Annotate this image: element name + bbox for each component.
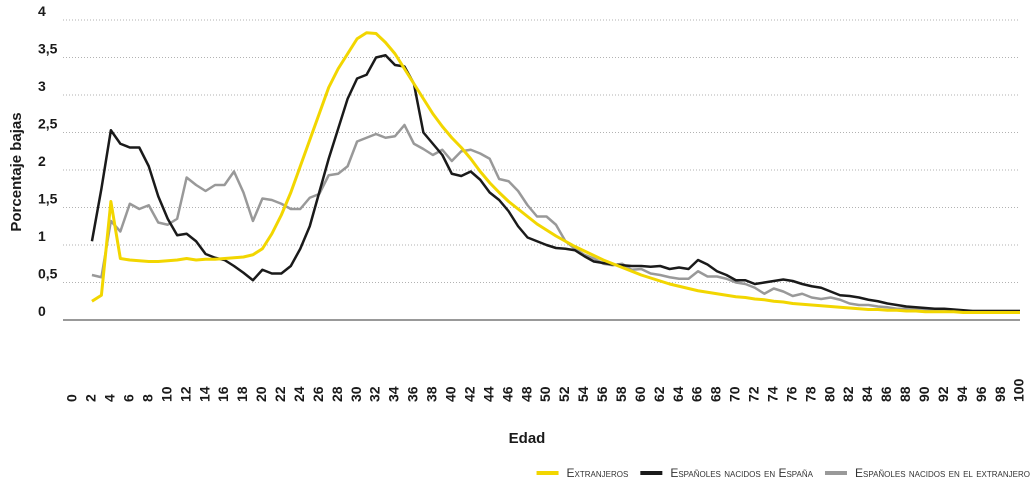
series-line (91, 123, 1020, 313)
x-tick-label: 46 (499, 386, 515, 402)
x-tick-label: 86 (878, 386, 894, 402)
x-tick-label: 94 (954, 386, 970, 402)
x-tick-label: 10 (158, 386, 174, 402)
x-tick-label: 62 (651, 386, 667, 402)
x-tick-label: 48 (518, 386, 534, 402)
x-tick-label: 42 (461, 386, 477, 402)
x-tick-label: 82 (840, 386, 856, 402)
x-tick-label: 98 (992, 386, 1008, 402)
x-tick-label: 76 (783, 386, 799, 402)
y-tick-label: 1,5 (38, 191, 58, 207)
x-tick-label: 30 (348, 386, 364, 402)
x-tick-label: 8 (139, 394, 155, 402)
x-axis-title: Edad (509, 430, 546, 447)
x-tick-label: 100 (1011, 378, 1027, 402)
x-tick-label: 6 (121, 394, 137, 402)
x-tick-label: 0 (64, 394, 80, 402)
y-tick-label: 2 (38, 153, 46, 169)
x-tick-label: 38 (424, 386, 440, 402)
y-tick-label: 3,5 (38, 41, 58, 57)
series-line (90, 54, 1020, 313)
x-tick-label: 96 (973, 386, 989, 402)
x-tick-label: 68 (708, 386, 724, 402)
x-tick-label: 26 (310, 386, 326, 402)
x-tick-label: 22 (272, 386, 288, 402)
series-line (91, 31, 1020, 314)
legend-label: Españoles nacidos en España (670, 466, 813, 480)
y-tick-label: 1 (38, 228, 46, 244)
y-tick-label: 0 (38, 303, 46, 319)
legend-label: Extranjeros (567, 466, 629, 480)
x-tick-label: 80 (821, 386, 837, 402)
legend-label: Españoles nacidos en el extranjero (855, 466, 1030, 480)
x-tick-label: 70 (727, 386, 743, 402)
y-tick-label: 4 (38, 3, 46, 19)
x-tick-label: 92 (935, 386, 951, 402)
x-tick-label: 40 (443, 386, 459, 402)
x-tick-label: 58 (613, 386, 629, 402)
x-tick-label: 52 (556, 386, 572, 402)
y-tick-label: 2,5 (38, 116, 58, 132)
x-tick-label: 84 (859, 386, 875, 402)
x-tick-label: 90 (916, 386, 932, 402)
x-tick-label: 56 (594, 386, 610, 402)
x-tick-label: 12 (177, 386, 193, 402)
y-tick-label: 3 (38, 78, 46, 94)
y-tick-label: 0,5 (38, 266, 58, 282)
x-tick-label: 74 (764, 386, 780, 402)
x-tick-label: 4 (102, 394, 118, 402)
x-tick-label: 54 (575, 386, 591, 402)
x-tick-label: 88 (897, 386, 913, 402)
x-tick-label: 44 (480, 386, 496, 402)
x-tick-label: 24 (291, 386, 307, 402)
x-tick-label: 66 (689, 386, 705, 402)
x-tick-label: 50 (537, 386, 553, 402)
x-tick-label: 2 (83, 394, 99, 402)
x-tick-label: 20 (253, 386, 269, 402)
x-tick-label: 72 (746, 386, 762, 402)
x-tick-label: 14 (196, 386, 212, 402)
x-tick-label: 18 (234, 386, 250, 402)
x-tick-label: 78 (802, 386, 818, 402)
y-axis-title: Porcentaje bajas (8, 112, 25, 231)
x-tick-label: 36 (405, 386, 421, 402)
x-tick-label: 32 (367, 386, 383, 402)
x-tick-label: 64 (670, 386, 686, 402)
x-tick-label: 16 (215, 386, 231, 402)
x-tick-label: 28 (329, 386, 345, 402)
x-tick-label: 34 (386, 386, 402, 402)
x-tick-label: 60 (632, 386, 648, 402)
